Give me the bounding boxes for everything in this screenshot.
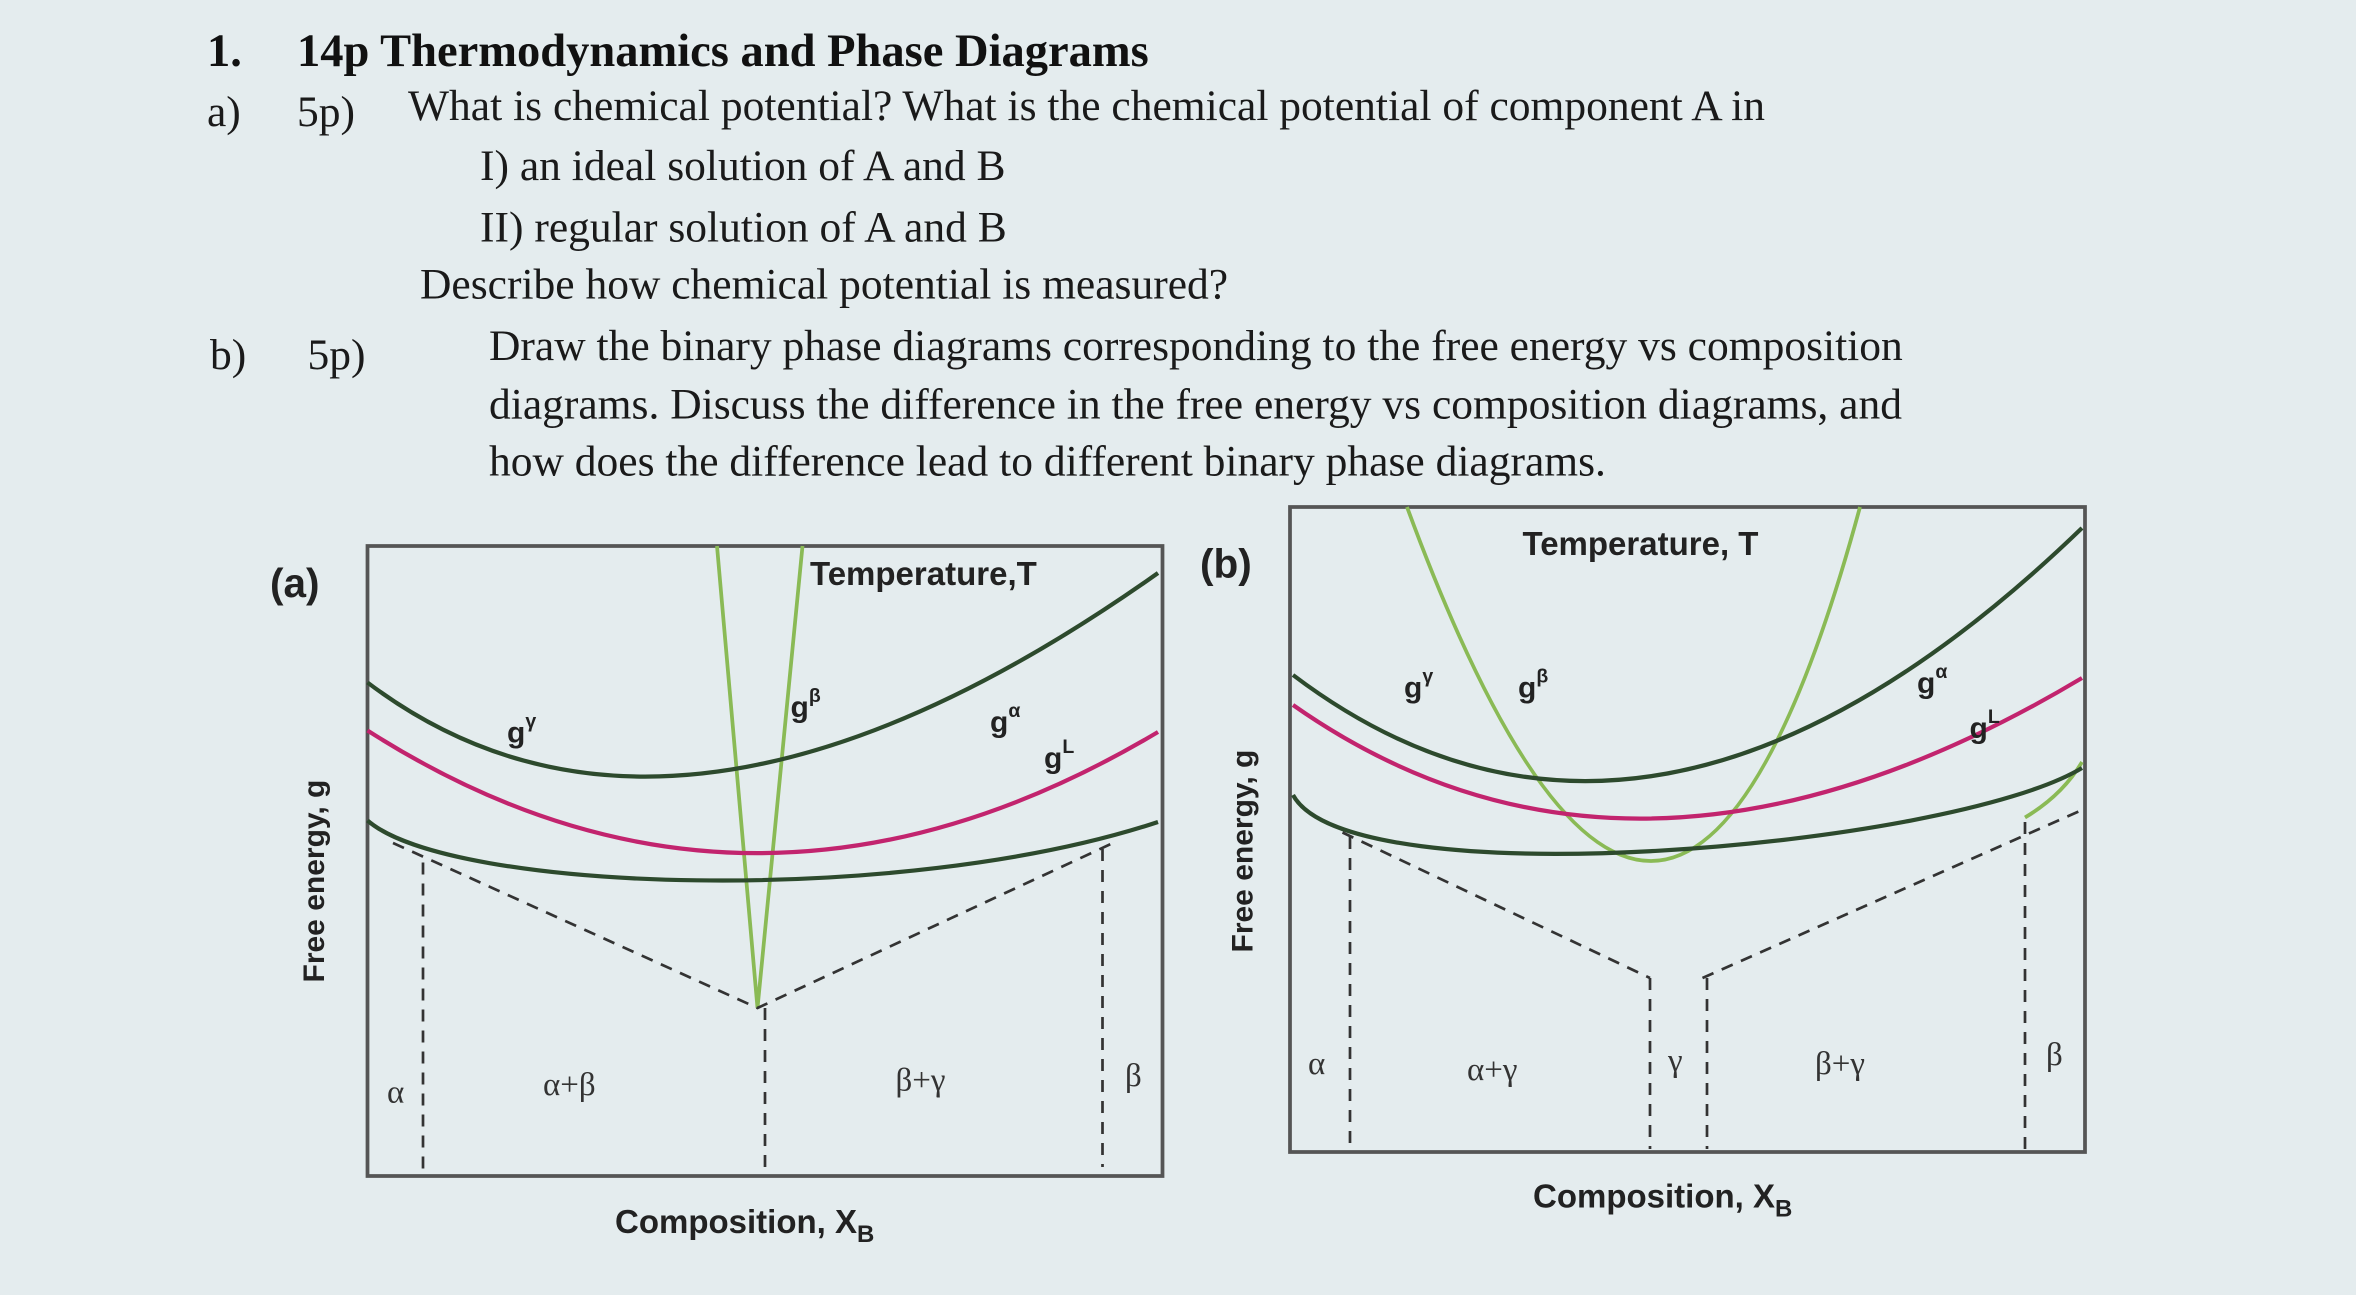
label-sup: L: [1988, 706, 2000, 728]
curve-label: gβ: [791, 685, 821, 724]
question-line: Describe how chemical potential is measu…: [420, 261, 1228, 309]
part-points: 5p): [308, 331, 366, 379]
phase-label: γ: [1667, 1043, 1683, 1079]
phase-label: β+γ: [1815, 1046, 1865, 1082]
phase-boundary: [421, 849, 1104, 1173]
axis-title: Temperature, T: [1523, 525, 1759, 562]
x-axis-subscript: B: [857, 1221, 874, 1248]
curve-label: gα: [990, 700, 1020, 739]
figure-a: (a) Temperature,T Free energy, g Composi…: [270, 544, 1165, 1248]
question-line: Draw the binary phase diagrams correspon…: [489, 322, 1903, 370]
x-axis-title: Composition, XB: [615, 1203, 874, 1248]
phase-label: α: [387, 1075, 404, 1111]
part-points: 5p): [297, 88, 355, 136]
label-sup: L: [1062, 736, 1074, 758]
question-line: What is chemical potential? What is the …: [408, 82, 1765, 130]
curve-label: gL: [1044, 736, 1074, 775]
question-line: how does the difference lead to differen…: [489, 438, 1606, 486]
curve-label: gγ: [1404, 666, 1433, 705]
phase-label: β: [2046, 1037, 2063, 1073]
curve-g-liquid: [366, 728, 1160, 856]
y-axis-title: Free energy, g: [298, 780, 331, 983]
question-line: II) regular solution of A and B: [480, 204, 1007, 252]
phase-label: α: [1308, 1046, 1325, 1082]
question-line: diagrams. Discuss the difference in the …: [489, 381, 1902, 429]
phase-label: α+γ: [1467, 1052, 1517, 1088]
question-line: I) an ideal solution of A and B: [480, 142, 1006, 190]
x-axis-text: Composition, X: [1533, 1178, 1775, 1215]
phase-boundary: [1348, 822, 2027, 1149]
label-base: g: [791, 691, 809, 724]
label-sup: β: [809, 685, 821, 707]
label-sup: γ: [525, 711, 536, 733]
label-sup: γ: [1422, 666, 1433, 688]
part-label: a): [207, 88, 241, 136]
phase-label: α+β: [543, 1067, 596, 1103]
label-base: g: [1404, 672, 1422, 705]
part-label: b): [210, 331, 246, 379]
curve-label: gβ: [1518, 666, 1548, 705]
figure-b: (b) Temperature, T Free energy, g Compos…: [1200, 505, 2087, 1223]
curve-lower: [1291, 766, 2084, 856]
plot-frame: [365, 544, 1165, 1178]
x-axis-subscript: B: [1775, 1196, 1792, 1223]
curve-g-gamma-alpha: [1291, 526, 2084, 784]
question-number: 1.: [207, 26, 242, 77]
curve-label: gγ: [507, 711, 536, 750]
content: 1. 14p Thermodynamics and Phase Diagrams…: [207, 26, 2087, 1248]
figure-label: (a): [270, 560, 320, 606]
x-axis-title: Composition, XB: [1533, 1178, 1792, 1223]
curve-label: gα: [1917, 661, 1947, 700]
common-tangent: [1341, 808, 2083, 980]
curve-g-beta: [715, 545, 805, 1009]
curve-g-beta: [1405, 506, 1862, 863]
plot-frame: [1288, 505, 2087, 1154]
label-base: g: [1970, 712, 1988, 745]
label-base: g: [1044, 742, 1062, 775]
label-base: g: [1917, 667, 1935, 700]
x-axis-text: Composition, X: [615, 1203, 857, 1240]
figure-label: (b): [1200, 541, 1252, 587]
label-sup: α: [1008, 700, 1020, 722]
label-base: g: [507, 717, 525, 750]
label-base: g: [990, 706, 1008, 739]
phase-label: β+γ: [896, 1063, 946, 1099]
axis-title: Temperature,T: [810, 555, 1037, 592]
phase-label: β: [1125, 1058, 1142, 1094]
curve-g-liquid: [1291, 676, 2084, 821]
curve-lower: [366, 818, 1159, 883]
curve-g-gamma-alpha: [366, 571, 1160, 779]
y-axis-title: Free energy, g: [1227, 750, 1260, 953]
label-sup: α: [1935, 661, 1947, 683]
question-title: 14p Thermodynamics and Phase Diagrams: [297, 26, 1149, 77]
label-sup: β: [1536, 666, 1548, 688]
curve-label: gL: [1970, 706, 2000, 745]
label-base: g: [1518, 672, 1536, 705]
common-tangent: [392, 841, 1114, 1010]
